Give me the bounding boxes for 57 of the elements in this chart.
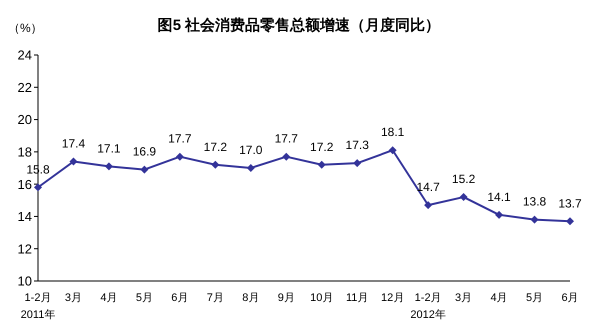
data-label: 16.9 bbox=[132, 144, 156, 159]
data-label: 14.7 bbox=[416, 180, 440, 194]
point bbox=[282, 152, 290, 161]
point bbox=[69, 158, 78, 166]
y-tick-label: 14 bbox=[18, 209, 32, 224]
x-tick-label: 5月 bbox=[526, 292, 544, 304]
chart-title: 图5 社会消费品零售总额增速（月度同比） bbox=[158, 17, 440, 34]
x-tick-label: 4月 bbox=[490, 292, 508, 304]
data-label: 13.7 bbox=[558, 196, 582, 210]
data-label: 13.8 bbox=[522, 194, 547, 209]
x-tick-label: 6月 bbox=[561, 292, 579, 304]
x-tick-label: 10月 bbox=[310, 292, 334, 304]
point bbox=[176, 152, 184, 161]
x-tick-label: 11月 bbox=[346, 292, 368, 304]
point bbox=[460, 193, 468, 202]
y-axis-title: （%） bbox=[8, 20, 43, 37]
x-tick-label: 7月 bbox=[206, 292, 224, 304]
data-label: 15.2 bbox=[452, 172, 476, 186]
y-tick-label: 16 bbox=[18, 176, 32, 192]
x-tick-label: 3月 bbox=[64, 292, 82, 304]
y-tick-label: 18 bbox=[18, 144, 32, 160]
x-tick-label: 12月 bbox=[381, 292, 404, 304]
data-label: 17.4 bbox=[62, 136, 86, 151]
point bbox=[318, 160, 326, 169]
x-tick-label: 9月 bbox=[278, 292, 295, 304]
point bbox=[424, 201, 432, 210]
data-label: 17.7 bbox=[274, 132, 298, 146]
y-tick-label: 22 bbox=[18, 80, 32, 95]
point bbox=[34, 183, 42, 192]
data-label: 17.2 bbox=[204, 140, 228, 154]
point bbox=[388, 146, 397, 154]
point bbox=[353, 159, 362, 168]
data-label: 17.0 bbox=[239, 143, 263, 157]
x-tick-label: 8月 bbox=[242, 292, 260, 304]
data-label: 17.7 bbox=[168, 132, 192, 146]
y-tick-label: 24 bbox=[18, 48, 32, 63]
data-label: 17.3 bbox=[346, 138, 370, 152]
y-tick-label: 10 bbox=[18, 274, 32, 289]
point bbox=[566, 217, 574, 226]
data-label: 17.2 bbox=[310, 140, 334, 154]
x-tick-label: 6月 bbox=[171, 292, 188, 304]
point bbox=[140, 166, 148, 174]
y-tick-label: 20 bbox=[18, 112, 32, 128]
point bbox=[211, 160, 220, 169]
x-tick-label: 4月 bbox=[100, 292, 118, 304]
data-label: 18.1 bbox=[380, 125, 405, 140]
point bbox=[530, 216, 539, 224]
x-tick-label: 1-2月 2012年 bbox=[410, 292, 446, 321]
data-label: 17.1 bbox=[97, 141, 121, 156]
x-tick-label: 1-2月 2011年 bbox=[20, 292, 56, 321]
x-tick-label: 5月 bbox=[136, 292, 153, 304]
point bbox=[104, 162, 113, 170]
point bbox=[495, 210, 504, 219]
data-label: 14.1 bbox=[487, 190, 512, 204]
x-tick-label: 3月 bbox=[455, 292, 472, 304]
point bbox=[246, 164, 255, 172]
y-tick-label: 12 bbox=[18, 241, 32, 256]
